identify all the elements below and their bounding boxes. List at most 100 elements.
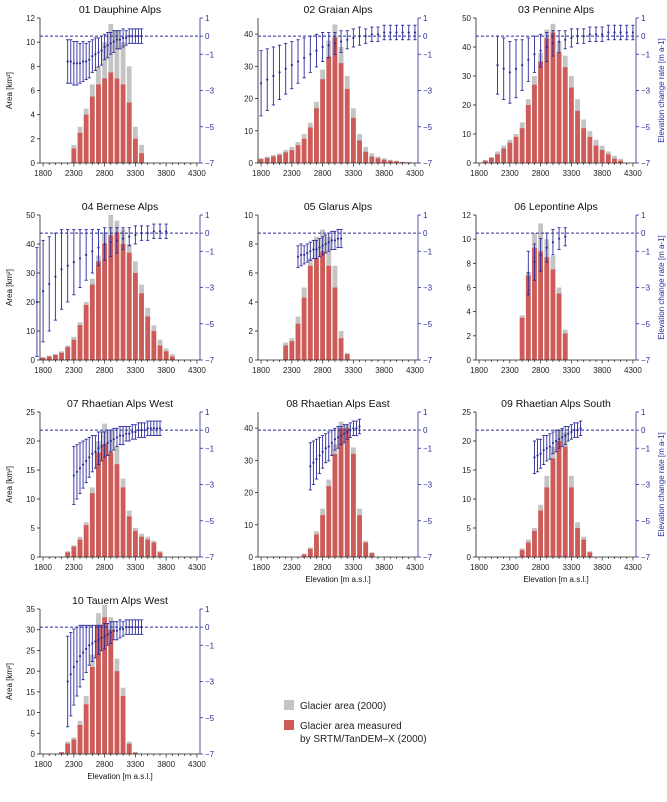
rate-point [72, 665, 75, 669]
bar-measured [482, 160, 488, 163]
rate-point [542, 448, 545, 452]
rate-point [533, 456, 536, 459]
bar-measured [556, 441, 562, 557]
rate-point [54, 275, 57, 278]
rate-point [125, 432, 128, 435]
y-tick-label: 25 [26, 646, 35, 655]
rate-tick-label: −3 [423, 87, 433, 96]
bar-measured [513, 136, 519, 163]
bar-measured [96, 261, 101, 360]
rate-point [557, 438, 561, 441]
rate-tick-label: −1 [641, 444, 651, 453]
rate-point [91, 54, 94, 58]
x-tick-label: 3300 [562, 563, 580, 572]
bar-measured [495, 154, 500, 163]
rate-point [41, 290, 45, 293]
y-tick-label: 5 [31, 524, 36, 533]
rate-tick-label: 0 [641, 32, 646, 41]
bar-measured [394, 161, 399, 163]
rate-point [143, 429, 146, 432]
y-tick-label: 10 [462, 235, 471, 244]
rate-point [339, 434, 343, 437]
panel-title: 10 Tauern Alps West [72, 595, 168, 607]
rate-point [112, 438, 115, 441]
bar-measured [369, 156, 375, 163]
y-tick-label: 0 [31, 750, 36, 759]
y-tick-label: 8 [249, 240, 254, 249]
rate-point [106, 633, 109, 636]
rate-point [112, 40, 115, 43]
rate-point [352, 427, 355, 430]
rate-point [557, 40, 561, 43]
rate-point [582, 35, 585, 38]
rate-point [573, 429, 576, 432]
panel-title: 03 Pennine Alps [518, 4, 594, 16]
y-tick-label: 6 [249, 269, 254, 278]
bar-measured [132, 752, 138, 754]
x-tick-label: 1800 [252, 366, 270, 375]
y-tick-label: 5 [31, 729, 36, 738]
bar-measured [264, 157, 270, 163]
x-tick-label: 1800 [34, 563, 52, 572]
rate-point [352, 36, 355, 40]
rate-tick-label: 0 [205, 32, 210, 41]
rate-point [72, 474, 75, 477]
rate-point [165, 230, 168, 233]
rate-tick-label: −5 [423, 517, 433, 526]
y-tick-label: 30 [26, 626, 35, 635]
rate-tick-label: 0 [423, 426, 428, 435]
panel-title: 02 Graian Alps [304, 4, 373, 16]
y-tick-label: 40 [462, 43, 471, 52]
bar-measured [605, 154, 611, 163]
rate-point [94, 450, 97, 453]
bar-measured [145, 539, 151, 557]
rate-point [140, 429, 143, 432]
rate-point [318, 454, 321, 457]
bar-measured [258, 159, 264, 163]
rate-tick-label: 0 [205, 623, 210, 632]
rate-point [137, 35, 140, 38]
rate-point [266, 78, 269, 81]
rate-point [533, 53, 536, 56]
rate-point [78, 655, 82, 658]
rate-point [85, 459, 88, 463]
bar-measured [350, 453, 356, 557]
rate-tick-label: 1 [423, 408, 428, 417]
rate-point [327, 44, 330, 47]
x-axis-label: Elevation [m a.s.l.] [305, 575, 370, 584]
rate-point [631, 31, 635, 34]
rate-tick-label: 0 [205, 229, 210, 238]
rate-point [551, 441, 555, 444]
bar-measured [163, 351, 169, 360]
rate-tick-label: −7 [423, 356, 433, 365]
rate-point [91, 642, 94, 645]
rate-tick-label: 1 [641, 14, 646, 23]
rate-tick-label: −7 [423, 553, 433, 562]
rate-point [607, 31, 610, 34]
bar-measured [556, 52, 562, 163]
rate-point [88, 58, 91, 61]
legend-label-measured-2: by SRTM/TanDEM–X (2000) [300, 734, 427, 745]
rate-point [75, 62, 79, 65]
bar-measured [344, 354, 350, 360]
panel-title: 08 Rhaetian Alps East [286, 398, 389, 410]
rate-point [91, 452, 94, 455]
bar-measured [581, 128, 587, 163]
x-tick-label: 4300 [188, 366, 206, 375]
rate-tick-label: 1 [205, 408, 210, 417]
x-tick-label: 1800 [252, 169, 270, 178]
bar-measured [338, 338, 344, 360]
rate-point [85, 60, 88, 63]
bar-measured [71, 148, 77, 163]
rate-point [527, 271, 530, 275]
rate-point [81, 463, 85, 466]
y-axis-label-rate: Elevation change rate [m a-1] [657, 38, 666, 143]
y-tick-label: 0 [249, 356, 254, 365]
x-tick-label: 3300 [126, 563, 144, 572]
y-tick-label: 15 [462, 466, 471, 475]
bar-measured [108, 235, 114, 360]
bar-measured [301, 554, 307, 557]
